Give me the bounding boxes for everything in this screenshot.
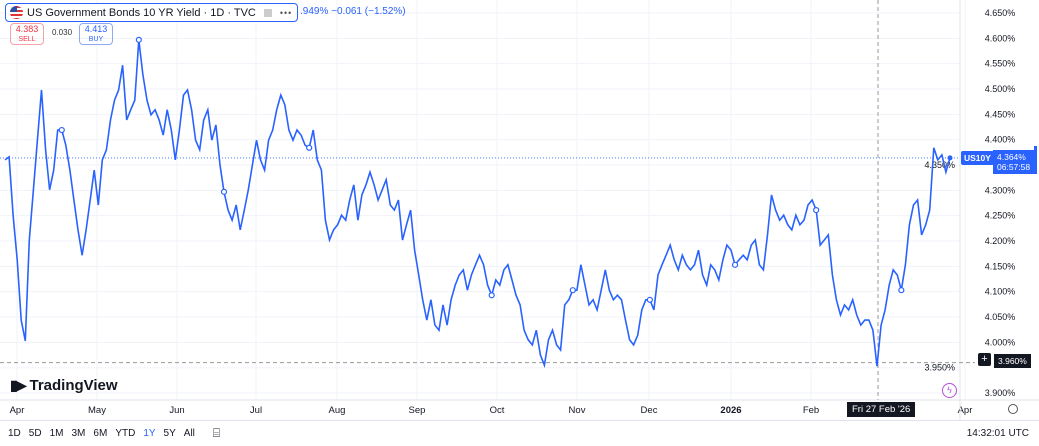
- buy-button[interactable]: 4.413 BUY: [79, 23, 113, 45]
- buy-label: BUY: [88, 36, 104, 43]
- bar-countdown: 06:57:58: [997, 162, 1031, 172]
- add-alert-plus-icon[interactable]: +: [978, 353, 991, 366]
- y-tick-label: 4.650%: [985, 8, 1016, 18]
- y-tick-label: 4.100%: [985, 287, 1016, 297]
- range-5d[interactable]: 5D: [28, 428, 42, 439]
- x-tick-label: Sep: [409, 405, 426, 416]
- x-tick-label: Oct: [490, 405, 505, 416]
- event-marker: [220, 188, 228, 195]
- y-tick-label: 4.050%: [985, 312, 1016, 322]
- spread: 0.030: [52, 28, 73, 37]
- x-tick-label: Dec: [641, 405, 658, 416]
- y-tick-label: 4.500%: [985, 84, 1016, 94]
- y-tick-label: 4.200%: [985, 236, 1016, 246]
- calendar-range-icon[interactable]: ⌸: [212, 426, 221, 440]
- us-flag-icon: [10, 6, 23, 19]
- logo-text: TradingView: [29, 377, 118, 394]
- bottom-toolbar: 1D 5D 1M 3M 6M YTD 1Y 5Y All ⌸ 14:32:01 UTC: [0, 420, 1039, 446]
- logo-mark-icon: ▮▶: [10, 377, 27, 393]
- x-tick-label: 2026: [720, 405, 741, 416]
- buy-price: 4.413: [84, 24, 108, 34]
- range-1m[interactable]: 1M: [49, 428, 64, 439]
- x-tick-label: Aug: [329, 405, 346, 416]
- y-tick-label: 4.300%: [985, 185, 1016, 195]
- range-5y[interactable]: 5Y: [163, 428, 176, 439]
- ellipsis-icon[interactable]: •••: [279, 7, 293, 18]
- event-marker: [646, 296, 653, 303]
- price-change: .949% −0.061 (−1.52%): [300, 6, 406, 17]
- y-tick-label: 3.900%: [985, 388, 1016, 398]
- range-ytd[interactable]: YTD: [115, 428, 136, 439]
- utc-clock[interactable]: 14:32:01 UTC: [966, 428, 1029, 439]
- event-marker: [488, 292, 495, 299]
- x-tick-label: Apr: [10, 405, 25, 416]
- x-tick-label: Nov: [569, 405, 586, 416]
- y-tick-label: 4.150%: [985, 261, 1016, 271]
- range-1d[interactable]: 1D: [8, 428, 21, 439]
- event-marker: [731, 261, 739, 268]
- price-chart[interactable]: 4.650% 4.600% 4.550% 4.500% 4.450% 4.400% 4.35…: [0, 0, 1039, 420]
- x-tick-label: May: [88, 405, 106, 416]
- y-tick-label: 4.400%: [985, 135, 1016, 145]
- event-marker: [306, 144, 313, 151]
- last-price-tag: 4.364% 06:57:58: [993, 150, 1037, 174]
- range-3m[interactable]: 3M: [71, 428, 86, 439]
- sell-price: 4.383: [15, 24, 39, 34]
- event-marker: [898, 287, 905, 294]
- symbol-tag: US10Y: [961, 151, 994, 165]
- x-tick-label: Jul: [250, 405, 262, 416]
- last-point: [947, 155, 953, 161]
- event-marker: [813, 207, 820, 214]
- y-tick-label: 4.000%: [985, 337, 1016, 347]
- range-6m[interactable]: 6M: [93, 428, 108, 439]
- event-marker: [135, 36, 142, 43]
- sell-button[interactable]: 4.383 SELL: [10, 23, 44, 45]
- range-1y[interactable]: 1Y: [143, 428, 156, 439]
- tradingview-logo[interactable]: ▮▶ TradingView: [10, 377, 118, 394]
- yield-line: [4, 39, 951, 369]
- sell-label: SELL: [18, 36, 36, 43]
- last-price: 4.364%: [997, 152, 1026, 162]
- y-tick-label: 4.450%: [985, 109, 1016, 119]
- lightning-icon[interactable]: ϟ: [942, 383, 957, 398]
- symbol-title: US Government Bonds 10 YR Yield · 1D · T…: [27, 6, 256, 19]
- x-tick-label: Feb: [803, 405, 819, 416]
- settings-icon[interactable]: [1008, 404, 1018, 414]
- y-tick-label: 4.250%: [985, 211, 1016, 221]
- symbol-header[interactable]: US Government Bonds 10 YR Yield · 1D · T…: [5, 3, 299, 22]
- y-tick-label: 4.350%: [924, 160, 955, 170]
- event-marker: [58, 126, 65, 134]
- crosshair-date-label: Fri 27 Feb '26: [847, 402, 916, 417]
- square-icon[interactable]: [263, 8, 272, 17]
- x-tick-label: Jun: [169, 405, 184, 416]
- event-marker: [569, 287, 576, 294]
- crosshair-price-label: 3.960%: [994, 354, 1031, 368]
- range-all[interactable]: All: [183, 428, 195, 439]
- x-tick-label: Apr: [958, 405, 973, 416]
- y-tick-label: 3.950%: [924, 363, 955, 373]
- y-tick-label: 4.550%: [985, 59, 1016, 69]
- y-tick-label: 4.600%: [985, 33, 1016, 43]
